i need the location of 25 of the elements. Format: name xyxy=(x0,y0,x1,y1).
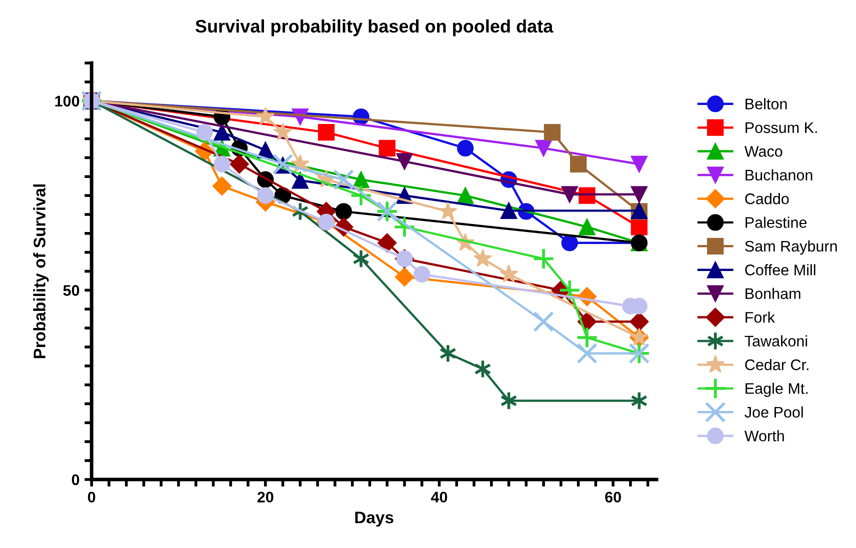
legend-label: Caddo xyxy=(745,192,789,204)
legend-label: Bonham xyxy=(746,288,800,300)
x-tick-label: 40 xyxy=(430,492,448,503)
legend-label: Tawakoni xyxy=(744,335,808,347)
y-tick-label: 50 xyxy=(63,285,80,296)
x-tick-label: 60 xyxy=(605,492,621,503)
legend-label: Cedar Cr. xyxy=(745,358,808,370)
x-tick-label: 20 xyxy=(257,492,274,503)
legend-label: Sam Rayburn xyxy=(745,240,837,255)
legend-label: Palestine xyxy=(746,216,807,228)
y-axis-title: Probability of Survival xyxy=(33,184,49,358)
legend-label: Belton xyxy=(746,98,787,110)
x-tick-label: 0 xyxy=(88,492,96,503)
x-axis-title: Days xyxy=(355,512,394,527)
chart-title: Survival probability based on pooled data xyxy=(196,19,554,36)
legend-label: Waco xyxy=(744,146,782,157)
legend-label: Eagle Mt. xyxy=(746,382,808,397)
y-tick-label: 0 xyxy=(72,474,80,486)
legend-label: Joe Pool xyxy=(744,406,803,418)
y-tick-label: 100 xyxy=(55,96,80,107)
legend-label: Buchanon xyxy=(746,169,812,181)
legend-label: Possum K. xyxy=(746,122,817,134)
legend-label: Worth xyxy=(744,430,784,442)
legend-label: Fork xyxy=(746,312,775,323)
legend-label: Coffee Mill xyxy=(745,264,816,276)
